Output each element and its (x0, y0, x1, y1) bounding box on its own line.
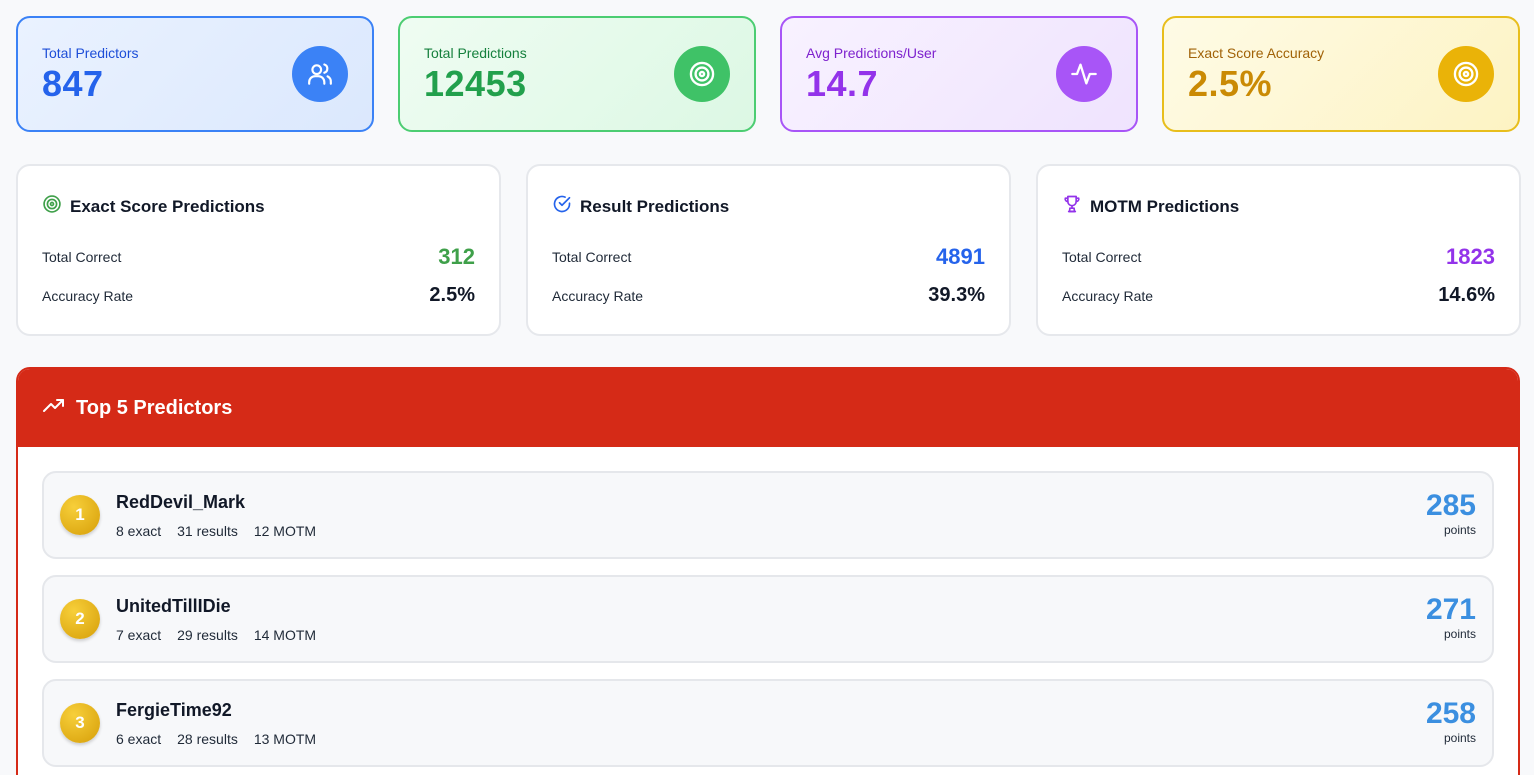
exact-score-card: Exact Score Predictions Total Correct 31… (16, 164, 501, 336)
leaderboard-list: 1 RedDevil_Mark 8 exact 31 results 12 MO… (18, 447, 1518, 767)
row-label: Total Correct (42, 249, 122, 265)
card-title: Result Predictions (580, 196, 730, 216)
points-value: 271 (1425, 593, 1476, 626)
points: 285 points (1426, 489, 1476, 537)
top-predictors-panel: Top 5 Predictors 1 RedDevil_Mark 8 exact… (16, 367, 1520, 775)
exact-count: 8 exact (116, 523, 162, 539)
trending-up-icon (42, 394, 66, 423)
check-circle-icon (552, 194, 572, 219)
leaderboard-item[interactable]: 3 FergieTime92 6 exact 28 results 13 MOT… (42, 679, 1494, 767)
username: RedDevil_Mark (116, 492, 246, 512)
card-header: Result Predictions (552, 194, 729, 219)
leaderboard-item[interactable]: 1 RedDevil_Mark 8 exact 31 results 12 MO… (42, 471, 1494, 559)
row-label: Total Correct (1062, 249, 1142, 265)
stat-label: Total Predictors (42, 45, 139, 61)
total-correct-row: Total Correct 1823 (1062, 244, 1495, 270)
motm-count: 14 MOTM (253, 627, 317, 643)
category-cards-row: Exact Score Predictions Total Correct 31… (16, 164, 1521, 336)
card-title: MOTM Predictions (1090, 196, 1240, 216)
stat-value: 12453 (424, 63, 527, 104)
total-correct-row: Total Correct 4891 (552, 244, 985, 270)
username: UnitedTillIDie (116, 596, 231, 616)
points-label: points (1443, 731, 1476, 745)
stat-value: 847 (42, 63, 104, 104)
target-icon (42, 194, 62, 219)
panel-title: Top 5 Predictors (76, 396, 233, 419)
target-icon (1438, 46, 1494, 102)
trophy-icon (1062, 194, 1082, 219)
target-icon (674, 46, 730, 102)
accuracy-rate-row: Accuracy Rate 2.5% (42, 284, 475, 307)
total-correct-value: 1823 (1446, 244, 1495, 269)
prediction-stats: 7 exact 29 results 14 MOTM (116, 627, 316, 643)
results-count: 31 results (177, 523, 238, 539)
motm-count: 13 MOTM (253, 731, 317, 747)
stat-value: 2.5% (1188, 63, 1273, 104)
row-label: Accuracy Rate (552, 287, 644, 304)
stats-row: Total Predictors 847 Total Predictions 1… (16, 16, 1520, 132)
card-header: MOTM Predictions (1062, 194, 1239, 219)
points-value: 285 (1425, 489, 1476, 522)
points: 258 points (1426, 697, 1476, 745)
points-label: points (1443, 627, 1476, 641)
rank-badge: 1 (60, 495, 100, 535)
stat-card-avg-predictions: Avg Predictions/User 14.7 (780, 16, 1138, 132)
exact-count: 7 exact (116, 627, 162, 643)
prediction-stats: 8 exact 31 results 12 MOTM (116, 523, 316, 539)
panel-header: Top 5 Predictors (18, 369, 1518, 447)
leaderboard-item[interactable]: 2 UnitedTillIDie 7 exact 29 results 14 M… (42, 575, 1494, 663)
points-label: points (1443, 523, 1476, 537)
stat-value: 14.7 (806, 63, 879, 104)
stat-card-total-predictions: Total Predictions 12453 (398, 16, 756, 132)
rank-badge: 3 (60, 703, 100, 743)
row-label: Accuracy Rate (42, 287, 134, 304)
row-label: Accuracy Rate (1062, 287, 1154, 304)
total-correct-value: 4891 (936, 244, 985, 269)
accuracy-rate-value: 39.3% (928, 284, 985, 306)
stat-label: Exact Score Accuracy (1188, 45, 1325, 61)
stat-card-exact-accuracy: Exact Score Accuracy 2.5% (1162, 16, 1520, 132)
accuracy-rate-value: 14.6% (1438, 284, 1495, 306)
total-correct-row: Total Correct 312 (42, 244, 475, 270)
total-correct-value: 312 (438, 244, 475, 269)
motm-count: 12 MOTM (253, 523, 317, 539)
accuracy-rate-row: Accuracy Rate 39.3% (552, 284, 985, 307)
username: FergieTime92 (116, 700, 232, 720)
stat-label: Avg Predictions/User (806, 45, 937, 61)
points: 271 points (1426, 593, 1476, 641)
results-count: 29 results (177, 627, 238, 643)
row-label: Total Correct (552, 249, 632, 265)
motm-predictions-card: MOTM Predictions Total Correct 1823 Accu… (1036, 164, 1521, 336)
stat-label: Total Predictions (424, 45, 527, 61)
prediction-stats: 6 exact 28 results 13 MOTM (116, 731, 316, 747)
exact-count: 6 exact (116, 731, 162, 747)
card-title: Exact Score Predictions (70, 196, 265, 216)
accuracy-rate-row: Accuracy Rate 14.6% (1062, 284, 1495, 307)
users-icon (292, 46, 348, 102)
accuracy-rate-value: 2.5% (429, 284, 475, 306)
points-value: 258 (1425, 697, 1476, 730)
card-header: Exact Score Predictions (42, 194, 265, 219)
rank-badge: 2 (60, 599, 100, 639)
activity-icon (1056, 46, 1112, 102)
results-count: 28 results (177, 731, 238, 747)
stat-card-total-predictors: Total Predictors 847 (16, 16, 374, 132)
result-predictions-card: Result Predictions Total Correct 4891 Ac… (526, 164, 1011, 336)
